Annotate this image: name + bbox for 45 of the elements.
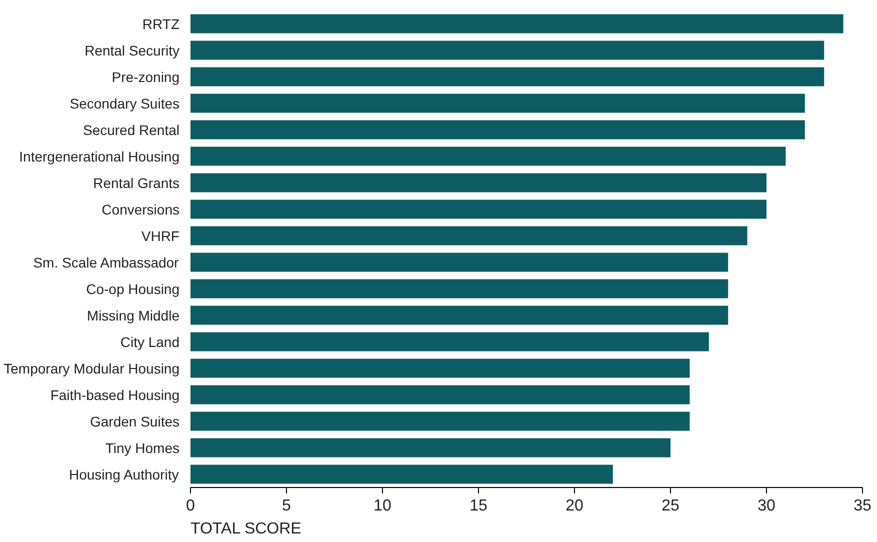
- x-tick-label: 15: [470, 498, 488, 514]
- bar: [190, 40, 824, 60]
- bar: [190, 146, 786, 166]
- y-tick-label: Faith-based Housing: [50, 386, 180, 403]
- x-axis-title: TOTAL SCORE: [190, 520, 302, 538]
- y-tick-label: Temporary Modular Housing: [4, 360, 180, 376]
- x-tick-label: 30: [758, 498, 776, 514]
- x-tick-label: 5: [282, 498, 292, 514]
- y-tick-label: Secured Rental: [82, 122, 180, 138]
- bar: [190, 14, 844, 34]
- bar: [190, 200, 766, 219]
- x-tick-label: 25: [662, 498, 680, 514]
- y-tick-label: Missing Middle: [86, 307, 180, 324]
- x-tick-label: 35: [854, 498, 872, 514]
- x-tick-label: 0: [186, 498, 196, 514]
- y-tick-label: Tiny Homes: [105, 440, 180, 456]
- y-tick-label: VHRF: [141, 228, 180, 244]
- bar: [190, 173, 766, 192]
- bar: [190, 306, 728, 325]
- bar: [190, 226, 748, 246]
- bar: [190, 67, 824, 86]
- y-tick-label: Co-op Housing: [86, 280, 180, 297]
- bar: [190, 464, 613, 484]
- bar: [190, 252, 728, 272]
- bar: [190, 120, 805, 140]
- y-tick-label: Rental Grants: [93, 174, 180, 191]
- bar: [190, 438, 670, 458]
- y-tick-label: Garden Suites: [90, 413, 180, 430]
- y-tick-label: Rental Security: [84, 42, 180, 58]
- bar: [190, 385, 690, 404]
- bar: [190, 412, 690, 431]
- y-tick-label: Conversions: [102, 201, 180, 218]
- y-tick-label: Housing Authority: [68, 466, 179, 482]
- y-tick-label: Pre-zoning: [112, 68, 180, 85]
- y-tick-label: City Land: [120, 334, 180, 350]
- y-tick-label: Intergenerational Housing: [19, 148, 180, 164]
- bar: [190, 332, 709, 352]
- y-tick-label: Sm. Scale Ambassador: [33, 254, 180, 270]
- bar: [190, 279, 728, 298]
- x-tick-label: 20: [566, 498, 584, 514]
- bar: [190, 94, 805, 113]
- x-tick-label: 10: [374, 498, 392, 514]
- y-tick-label: RRTZ: [142, 16, 180, 32]
- y-tick-label: Secondary Suites: [70, 95, 180, 112]
- bar: [190, 358, 690, 378]
